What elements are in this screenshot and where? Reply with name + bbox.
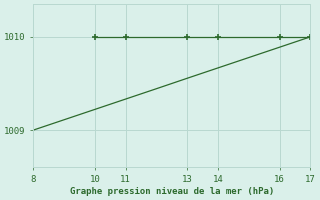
X-axis label: Graphe pression niveau de la mer (hPa): Graphe pression niveau de la mer (hPa) [70, 187, 274, 196]
